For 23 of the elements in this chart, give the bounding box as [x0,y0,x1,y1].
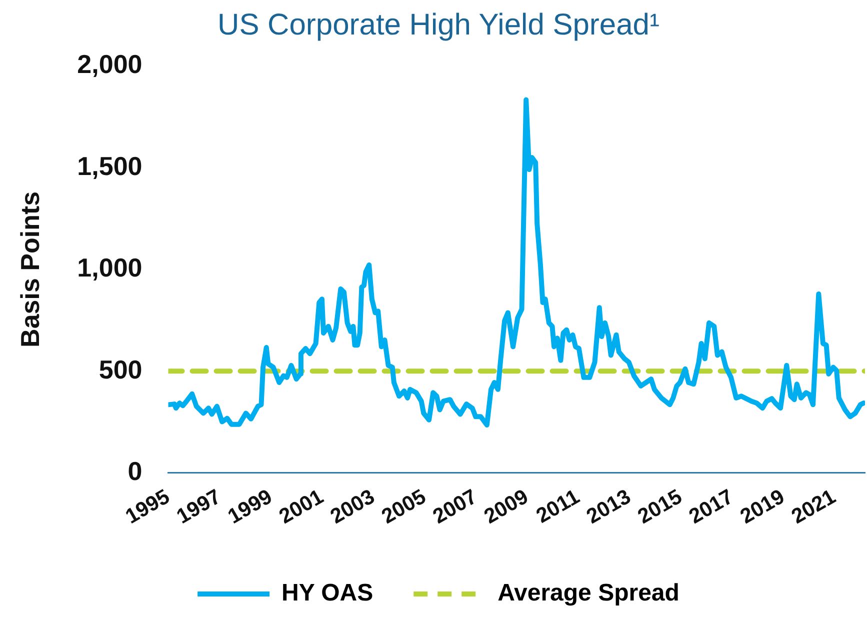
x-tick-label: 2003 [326,485,379,528]
x-tick-label: 2009 [480,485,532,528]
x-tick-label: 2011 [532,485,584,528]
x-tick-label: 1999 [224,485,276,528]
y-tick-label: 2,000 [77,49,142,80]
y-axis-title: Basis Points [14,191,45,348]
x-tick-label: 2007 [429,485,482,528]
legend-label: Average Spread [498,580,680,607]
x-tick-label: 1995 [122,485,174,528]
x-tick-label: 2013 [582,485,635,528]
y-tick-label: 1,500 [77,150,142,181]
chart-title: US Corporate High Yield Spread¹ [218,8,660,42]
y-tick-label: 1,000 [77,252,142,283]
x-tick-label: 2015 [634,485,686,528]
y-tick-label: 500 [98,354,142,384]
x-tick-label: 2021 [788,485,840,528]
y-tick-label: 0 [128,456,142,486]
x-tick-label: 2005 [378,485,430,528]
x-tick-label: 2001 [275,485,328,528]
x-tick-label: 2017 [685,485,738,528]
x-tick-label: 1997 [172,485,225,528]
x-tick-label: 2019 [736,485,788,528]
legend-label: HY OAS [282,580,374,607]
